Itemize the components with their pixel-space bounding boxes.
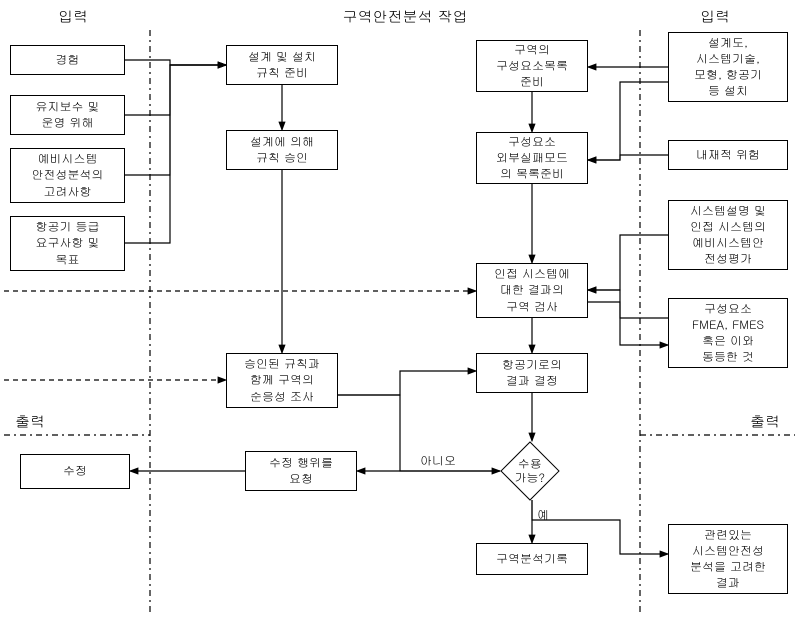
node-n9: 구성요소외부실패모드의 목록준비 — [476, 132, 588, 184]
node-n20: 관련있는시스템안전성분석을 고려한결과 — [668, 524, 788, 594]
node-n13: 내재적 위험 — [668, 140, 788, 170]
right-input-label: 입력 — [700, 6, 730, 27]
left-output-label: 출력 — [15, 411, 45, 432]
node-n6: 설계에 의해규칙 승인 — [226, 130, 338, 170]
node-n8: 구역의구성요소목록준비 — [476, 40, 588, 92]
node-n1: 경험 — [10, 45, 125, 75]
right-output-label: 출력 — [750, 411, 780, 432]
label-no: 아니오 — [420, 452, 456, 469]
node-n17: 수정 행위를요청 — [245, 451, 357, 491]
node-n11: 항공기로의결과 결정 — [476, 353, 588, 393]
node-n15: 구성요소FMEA, FMES혹은 이와동등한 것 — [668, 298, 788, 368]
node-n12: 설계도,시스템기술,모형, 항공기등 설치 — [668, 32, 788, 102]
node-n4: 항공기 등급요구사항 및목표 — [10, 216, 125, 271]
node-n3: 예비시스템안전성분석의고려사항 — [10, 148, 125, 203]
node-n7: 승인된 규칙과함께 구역의순응성 조사 — [226, 353, 338, 408]
node-n14: 시스템설명 및인접 시스템의예비시스템안전성평가 — [668, 200, 788, 270]
left-input-label: 입력 — [58, 6, 88, 27]
label-yes: 예 — [537, 506, 549, 523]
node-n19: 구역분석기록 — [476, 543, 588, 575]
node-n2: 유지보수 및운영 위해 — [10, 95, 125, 135]
node-n16: 수정 — [20, 454, 130, 489]
node-n5: 설계 및 설치규칙 준비 — [226, 45, 338, 85]
node-n10: 인접 시스템에대한 결과의구역 검사 — [476, 263, 588, 318]
center-title: 구역안전분석 작업 — [280, 6, 530, 27]
